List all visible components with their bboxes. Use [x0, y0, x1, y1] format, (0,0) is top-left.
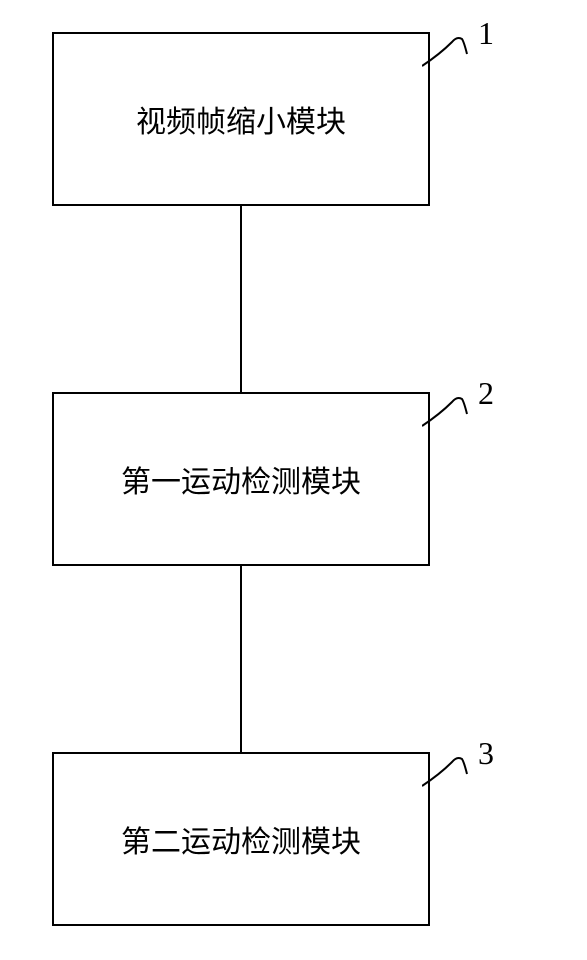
box-2-label: 第一运动检测模块 — [121, 457, 361, 501]
flowchart-box-2: 第一运动检测模块 — [52, 392, 430, 566]
annotation-3: 3 — [478, 735, 494, 772]
box-3-label: 第二运动检测模块 — [121, 817, 361, 861]
curve-path-3 — [422, 758, 467, 786]
curve-connector-1 — [422, 36, 472, 71]
curve-path-1 — [422, 38, 467, 66]
connector-1-2 — [240, 206, 242, 392]
connector-2-3 — [240, 566, 242, 752]
box-1-label: 视频帧缩小模块 — [136, 97, 346, 141]
annotation-1: 1 — [478, 15, 494, 52]
curve-path-2 — [422, 398, 467, 426]
curve-connector-3 — [422, 756, 472, 791]
flowchart-box-3: 第二运动检测模块 — [52, 752, 430, 926]
flowchart-box-1: 视频帧缩小模块 — [52, 32, 430, 206]
curve-connector-2 — [422, 396, 472, 431]
annotation-2: 2 — [478, 375, 494, 412]
